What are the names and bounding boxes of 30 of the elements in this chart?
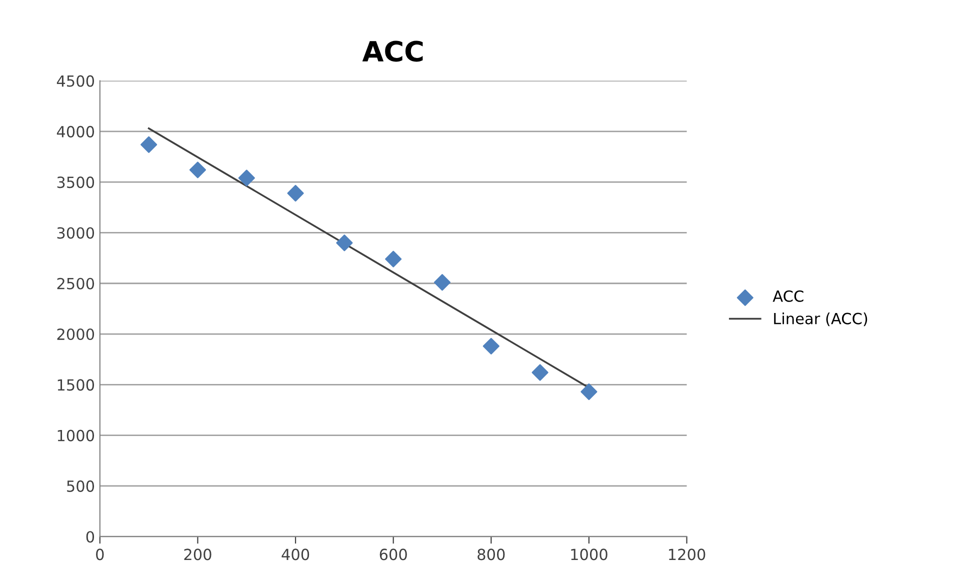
x-tick-label: 600 — [380, 548, 407, 560]
point — [385, 250, 402, 268]
point — [482, 338, 500, 354]
y-tick-label: 500 — [67, 480, 94, 492]
y-tick-label: 3000 — [57, 227, 94, 239]
point — [189, 162, 206, 178]
point — [434, 274, 451, 291]
point — [532, 364, 548, 381]
point — [287, 184, 304, 202]
y-tick-label: 2500 — [57, 278, 94, 290]
y-tick-label: 4000 — [56, 126, 94, 138]
x-tick-label: 0 — [96, 548, 104, 560]
x-tick-label: 1200 — [668, 548, 706, 560]
x-tick-label: 400 — [282, 548, 310, 560]
y-tick-label: 3500 — [57, 176, 94, 188]
y-tick-label: 0 — [86, 531, 94, 543]
point — [336, 234, 353, 252]
point — [580, 383, 598, 400]
x-tick-label: 200 — [184, 548, 212, 560]
legend-label: Linear (ACC) — [774, 312, 868, 326]
point — [238, 170, 255, 186]
legend-label: ACC — [772, 290, 804, 302]
y-tick-label: 4500 — [56, 75, 94, 87]
x-tick-label: 800 — [478, 548, 505, 560]
x-tick-label: 1000 — [571, 548, 608, 560]
chart-title: ACC — [362, 40, 423, 62]
y-tick-label: 1000 — [58, 430, 94, 442]
y-tick-label: 2000 — [57, 328, 94, 340]
y-tick-label: 1500 — [58, 379, 94, 391]
point — [140, 136, 158, 153]
